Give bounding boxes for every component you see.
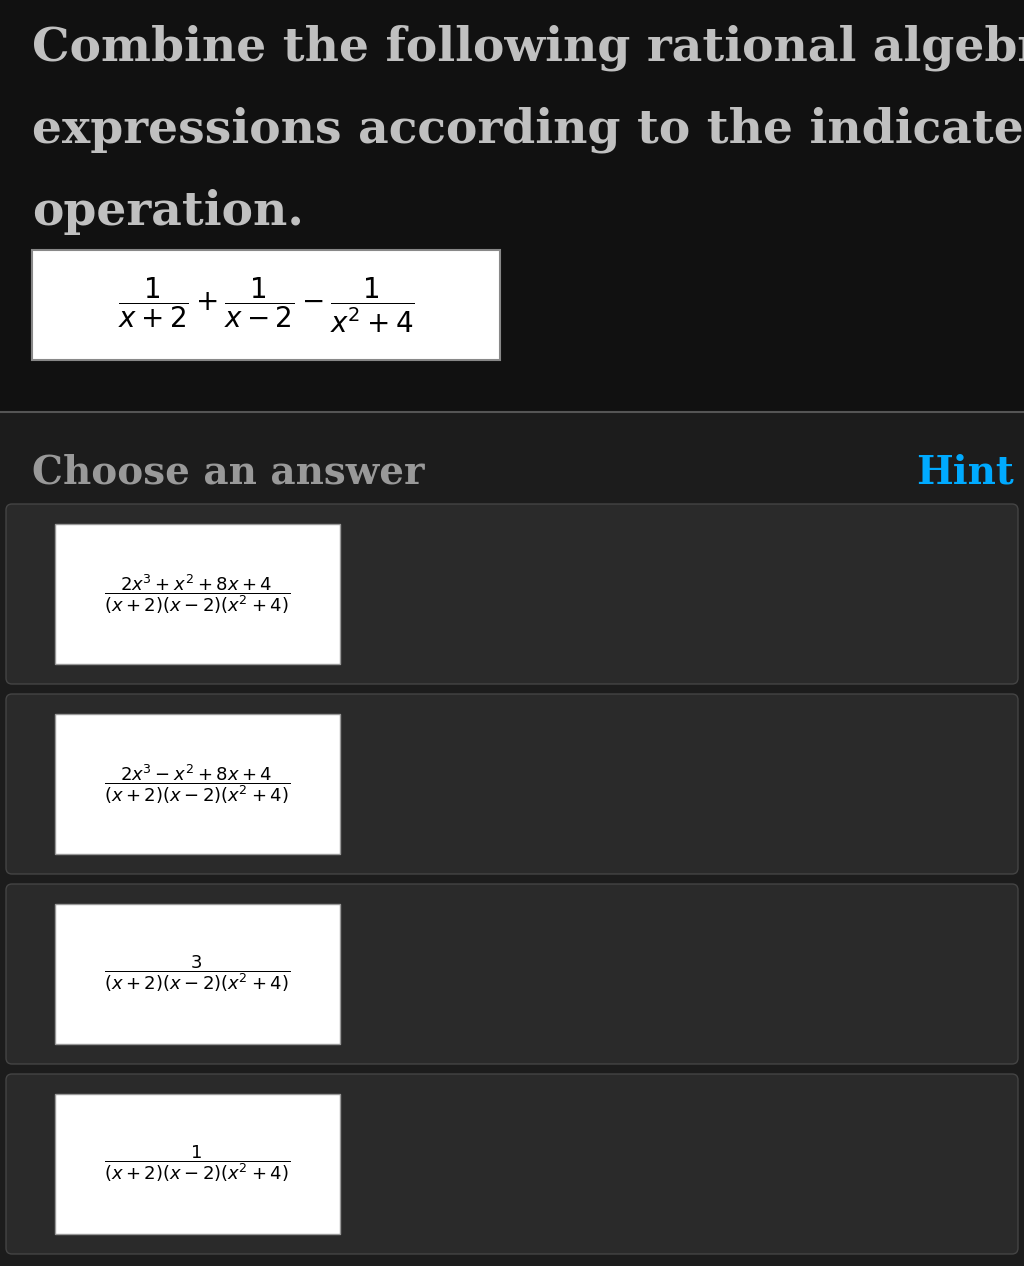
FancyBboxPatch shape [55,714,340,855]
Text: $\dfrac{2x^3+x^2+8x+4}{(x+2)(x-2)(x^2+4)}$: $\dfrac{2x^3+x^2+8x+4}{(x+2)(x-2)(x^2+4)… [104,572,291,617]
Bar [0,0,1024,490]
Text: Choose an answer: Choose an answer [32,453,425,491]
Text: $\dfrac{1}{(x+2)(x-2)(x^2+4)}$: $\dfrac{1}{(x+2)(x-2)(x^2+4)}$ [104,1143,291,1185]
Text: $\dfrac{2x^3-x^2+8x+4}{(x+2)(x-2)(x^2+4)}$: $\dfrac{2x^3-x^2+8x+4}{(x+2)(x-2)(x^2+4)… [104,762,291,806]
FancyBboxPatch shape [6,1074,1018,1255]
Text: $\dfrac{3}{(x+2)(x-2)(x^2+4)}$: $\dfrac{3}{(x+2)(x-2)(x^2+4)}$ [104,953,291,994]
Text: operation.: operation. [32,189,304,235]
FancyBboxPatch shape [55,1094,340,1234]
Bar [0,411,1024,1266]
FancyBboxPatch shape [55,904,340,1044]
Text: Combine the following rational algebraic: Combine the following rational algebraic [32,25,1024,71]
FancyBboxPatch shape [6,884,1018,1063]
FancyBboxPatch shape [6,694,1018,874]
FancyBboxPatch shape [55,524,340,663]
Text: $\dfrac{1}{x+2}+\dfrac{1}{x-2}-\dfrac{1}{x^2+4}$: $\dfrac{1}{x+2}+\dfrac{1}{x-2}-\dfrac{1}… [118,275,415,334]
FancyBboxPatch shape [6,504,1018,684]
FancyBboxPatch shape [32,249,500,360]
Text: Hint: Hint [916,453,1014,491]
Text: expressions according to the indicated: expressions according to the indicated [32,106,1024,153]
